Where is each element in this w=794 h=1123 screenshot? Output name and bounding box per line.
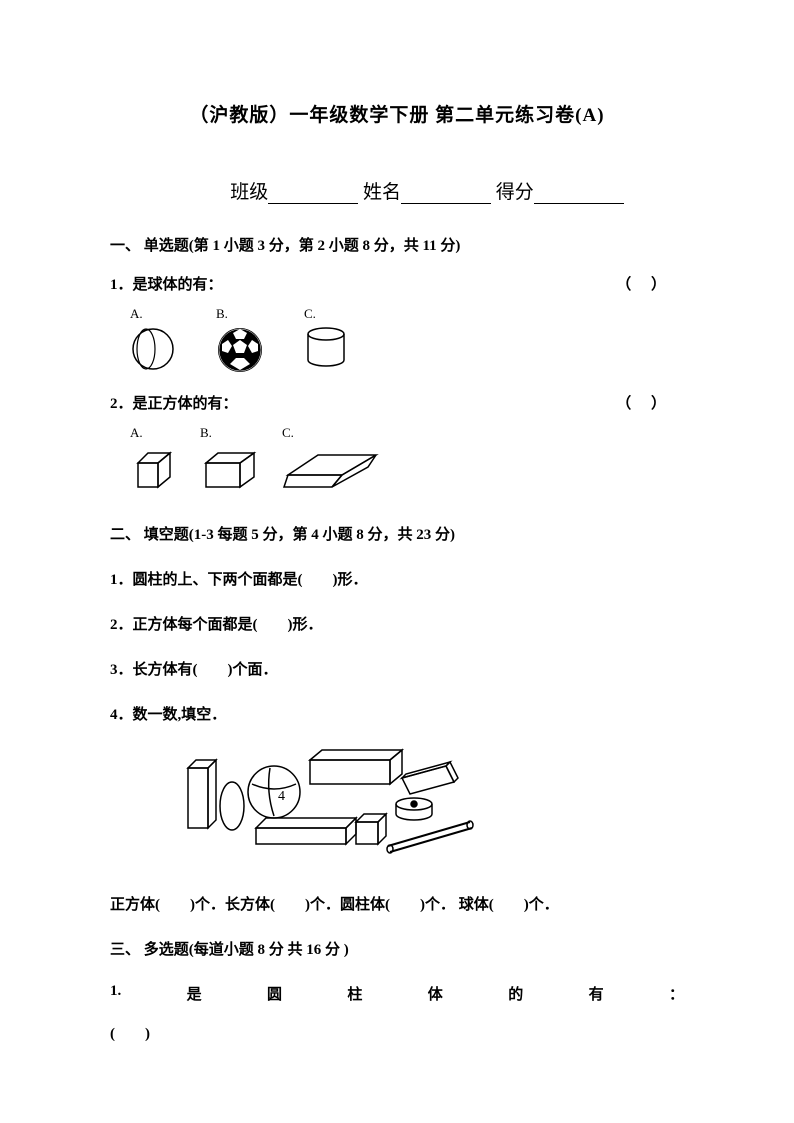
score-label: 得分 — [496, 182, 534, 203]
section3-header: 三、 多选题(每道小题 8 分 共 16 分 ) — [110, 938, 684, 959]
q1-paren[interactable]: （ ） — [616, 273, 674, 294]
soccer-ball-icon — [216, 326, 264, 374]
q2-option-c: C. — [282, 425, 382, 493]
section2-header: 二、 填空题(1-3 每题 5 分，第 4 小题 8 分，共 23 分) — [110, 523, 684, 544]
j-3: 柱 — [347, 983, 362, 1004]
cuboid-icon — [200, 445, 262, 495]
q1-text: 1．是球体的有： — [110, 277, 223, 293]
page-title: （沪教版）一年级数学下册 第二单元练习卷(A) — [110, 100, 684, 127]
shapes-pile-diagram: 4 — [170, 744, 684, 869]
q2-label-c: C. — [282, 425, 294, 441]
j-2: 圆 — [267, 983, 282, 1004]
q2-option-a: A. — [130, 425, 180, 495]
q1-option-a: A. — [130, 306, 176, 372]
cylinder-icon — [304, 326, 348, 368]
j-7: ： — [669, 983, 684, 1004]
class-blank[interactable] — [268, 184, 358, 204]
q2-options: A. B. C. — [130, 425, 684, 495]
q1-label-b: B. — [216, 306, 228, 322]
section2-q4-answer: 正方体( )个．长方体( )个．圆柱体( )个． 球体( )个． — [110, 893, 684, 914]
q1-option-c: C. — [304, 306, 348, 368]
section3-q1-paren[interactable]: ( ) — [110, 1022, 684, 1043]
q2-label-b: B. — [200, 425, 212, 441]
name-blank[interactable] — [401, 184, 491, 204]
j-4: 体 — [428, 983, 443, 1004]
sphere-outline-icon — [130, 326, 176, 372]
q2-option-b: B. — [200, 425, 262, 495]
svg-text:4: 4 — [278, 789, 285, 804]
section2-q3: 3．长方体有( )个面． — [110, 658, 684, 679]
cube-icon — [130, 445, 180, 495]
q1-option-b: B. — [216, 306, 264, 374]
section2-q2: 2．正方体每个面都是( )形． — [110, 613, 684, 634]
section1-q2: 2．是正方体的有： （ ） — [110, 392, 684, 413]
name-label: 姓名 — [363, 182, 401, 203]
j-5: 的 — [508, 983, 523, 1004]
section2-q1: 1．圆柱的上、下两个面都是( )形． — [110, 568, 684, 589]
q2-label-a: A. — [130, 425, 143, 441]
j-0: 1. — [110, 983, 121, 1004]
score-blank[interactable] — [534, 184, 624, 204]
class-label: 班级 — [230, 182, 268, 203]
parallelogram-prism-icon — [282, 445, 382, 493]
section1-header: 一、 单选题(第 1 小题 3 分，第 2 小题 8 分，共 11 分) — [110, 234, 684, 255]
section3-q1: 1. 是 圆 柱 体 的 有 ： — [110, 983, 684, 1004]
q1-label-c: C. — [304, 306, 316, 322]
q1-label-a: A. — [130, 306, 143, 322]
section1-q1: 1．是球体的有： （ ） — [110, 273, 684, 294]
q2-paren[interactable]: （ ） — [616, 392, 674, 413]
q2-text: 2．是正方体的有： — [110, 396, 238, 412]
q1-options: A. B. C. — [130, 306, 684, 374]
j-1: 是 — [187, 983, 202, 1004]
section2-q4: 4．数一数,填空． — [110, 703, 684, 724]
j-6: 有 — [589, 983, 604, 1004]
student-info-line: 班级 姓名 得分 — [170, 177, 684, 204]
